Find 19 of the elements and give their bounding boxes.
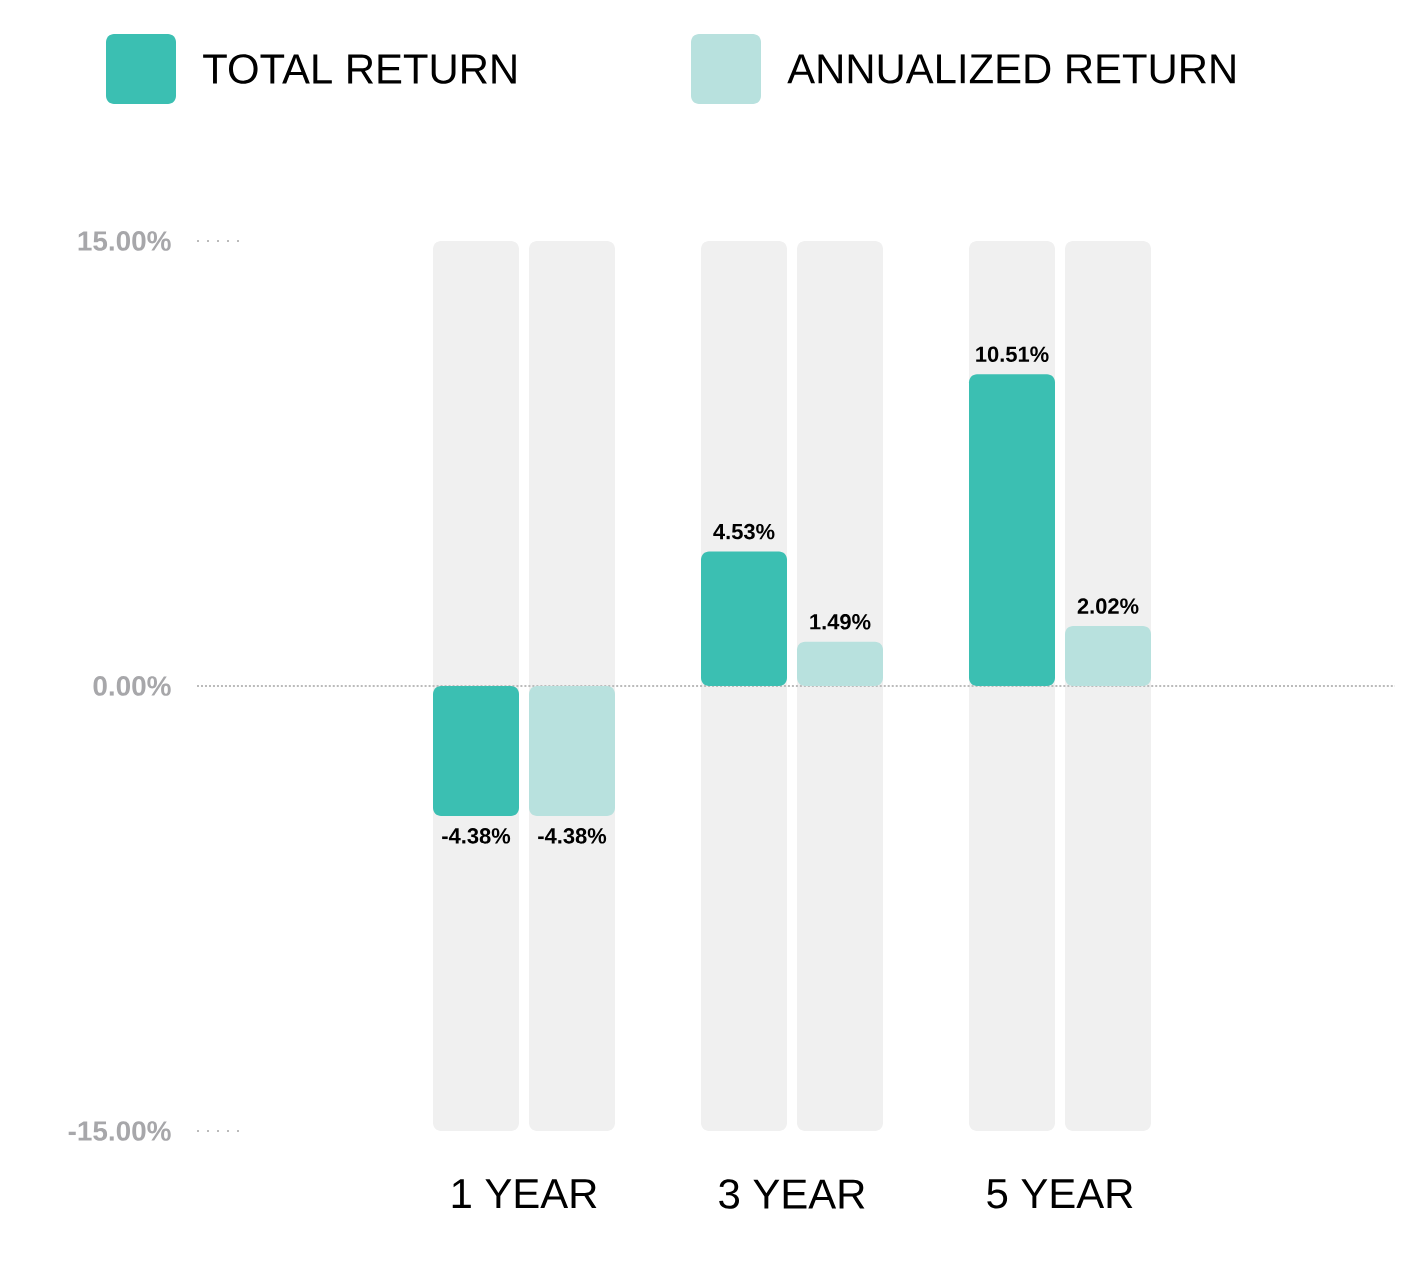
data-label: 10.51% — [976, 346, 1049, 362]
x-tick-label: 3 YEAR — [719, 1179, 865, 1209]
data-label: 2.02% — [1077, 598, 1139, 614]
data-label: 1.49% — [810, 614, 871, 630]
legend-label: ANNUALIZED RETURN — [787, 54, 1235, 84]
data-label: 4.53% — [713, 523, 775, 540]
data-label: -4.38% — [442, 828, 511, 844]
bar — [1065, 626, 1151, 686]
data-label: -4.38% — [538, 828, 607, 844]
x-tick-label: 1 YEAR — [452, 1179, 597, 1208]
bar — [529, 685, 616, 816]
bar — [797, 641, 883, 686]
y-tick-label: -15.00% — [68, 1121, 171, 1141]
x-tick-label: 5 YEAR — [987, 1179, 1133, 1209]
y-tick-label: 0.00% — [93, 676, 171, 696]
bar — [701, 551, 787, 686]
y-tick-label: 15.00% — [78, 231, 171, 251]
bar — [433, 685, 519, 816]
legend-label: TOTAL RETURN — [203, 54, 516, 84]
